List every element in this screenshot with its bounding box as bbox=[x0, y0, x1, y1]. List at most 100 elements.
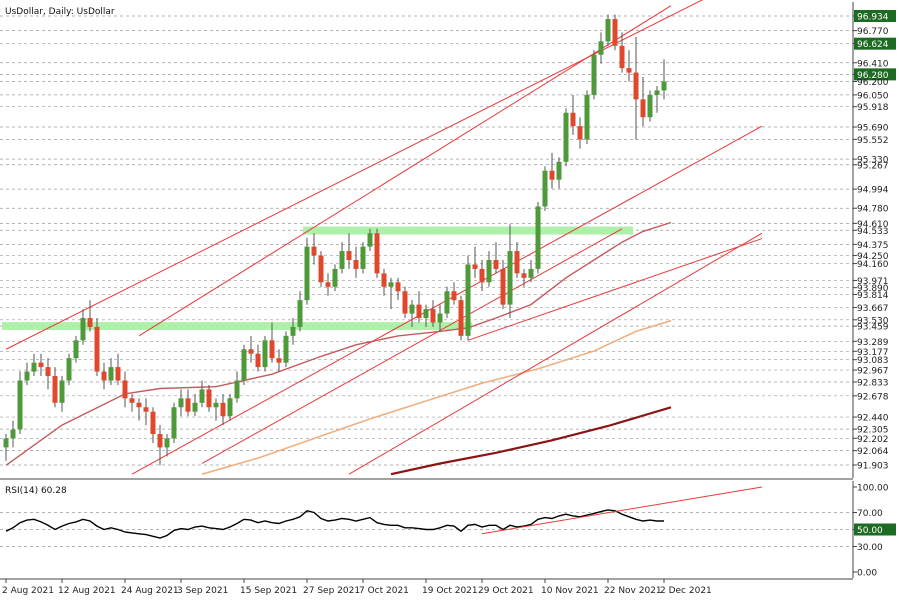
candle[interactable] bbox=[549, 152, 555, 189]
candle[interactable] bbox=[346, 233, 352, 269]
candle[interactable] bbox=[38, 353, 44, 377]
candle[interactable] bbox=[94, 318, 100, 377]
candle[interactable] bbox=[619, 32, 625, 73]
candle[interactable] bbox=[367, 228, 373, 252]
candle[interactable] bbox=[591, 50, 597, 100]
candle[interactable] bbox=[31, 353, 37, 377]
candle[interactable] bbox=[479, 260, 485, 292]
candle[interactable] bbox=[59, 376, 65, 412]
candle[interactable] bbox=[255, 344, 261, 372]
candle[interactable] bbox=[647, 90, 653, 122]
candle[interactable] bbox=[423, 304, 429, 327]
candle[interactable] bbox=[395, 277, 401, 301]
candle[interactable] bbox=[192, 393, 198, 417]
candle[interactable] bbox=[570, 94, 576, 136]
candle[interactable] bbox=[199, 380, 205, 408]
candle[interactable] bbox=[661, 59, 667, 100]
candle[interactable] bbox=[213, 398, 219, 421]
candle[interactable] bbox=[136, 398, 142, 421]
trend-line[interactable] bbox=[467, 238, 763, 341]
candle[interactable] bbox=[73, 335, 79, 363]
candle[interactable] bbox=[500, 260, 506, 310]
candle[interactable] bbox=[605, 14, 611, 46]
candle[interactable] bbox=[402, 286, 408, 319]
candle[interactable] bbox=[514, 242, 520, 278]
candle[interactable] bbox=[318, 251, 324, 287]
candle[interactable] bbox=[52, 367, 58, 408]
rsi-trend-line[interactable] bbox=[481, 486, 763, 535]
candle[interactable] bbox=[598, 32, 604, 64]
candle[interactable] bbox=[304, 237, 310, 305]
candle[interactable] bbox=[444, 286, 450, 319]
candle[interactable] bbox=[556, 157, 562, 189]
candle[interactable] bbox=[171, 402, 177, 443]
candle[interactable] bbox=[227, 393, 233, 421]
candle[interactable] bbox=[507, 224, 513, 319]
candle[interactable] bbox=[17, 371, 23, 435]
candle[interactable] bbox=[339, 242, 345, 274]
candle[interactable] bbox=[290, 318, 296, 345]
candle[interactable] bbox=[451, 282, 457, 305]
candle[interactable] bbox=[381, 268, 387, 296]
candle[interactable] bbox=[3, 434, 9, 461]
candle[interactable] bbox=[353, 246, 359, 278]
candle[interactable] bbox=[472, 246, 478, 278]
candle[interactable] bbox=[101, 362, 107, 390]
candle[interactable] bbox=[234, 371, 240, 403]
candle[interactable] bbox=[416, 291, 422, 323]
rsi-pane[interactable]: 100.00 70.00 50.00 30.00 0.00 RSI(14) 60.28 bbox=[0, 481, 896, 579]
candle[interactable] bbox=[409, 300, 415, 327]
candle[interactable] bbox=[206, 384, 212, 412]
candle[interactable] bbox=[122, 371, 128, 408]
candle[interactable] bbox=[374, 228, 380, 278]
candle[interactable] bbox=[325, 273, 331, 296]
candle[interactable] bbox=[115, 353, 121, 385]
trend-line[interactable] bbox=[201, 228, 623, 464]
candle[interactable] bbox=[633, 36, 639, 140]
candle[interactable] bbox=[612, 14, 618, 51]
candle[interactable] bbox=[241, 344, 247, 385]
candle[interactable] bbox=[458, 295, 464, 341]
candle[interactable] bbox=[220, 393, 226, 426]
candle[interactable] bbox=[626, 50, 632, 82]
candle[interactable] bbox=[430, 300, 436, 327]
candle[interactable] bbox=[185, 389, 191, 417]
candle[interactable] bbox=[521, 268, 527, 287]
candle[interactable] bbox=[360, 242, 366, 274]
candle[interactable] bbox=[577, 117, 583, 149]
candle[interactable] bbox=[129, 393, 135, 412]
candle[interactable] bbox=[563, 108, 569, 167]
candle[interactable] bbox=[248, 335, 254, 363]
candle[interactable] bbox=[108, 358, 114, 385]
candle[interactable] bbox=[262, 335, 268, 372]
candle[interactable] bbox=[178, 389, 184, 417]
candle[interactable] bbox=[66, 353, 72, 385]
trend-line[interactable] bbox=[138, 5, 672, 337]
candle[interactable] bbox=[542, 166, 548, 211]
candle[interactable] bbox=[157, 425, 163, 466]
candle[interactable] bbox=[528, 260, 534, 283]
candle[interactable] bbox=[654, 85, 660, 113]
candle[interactable] bbox=[584, 90, 590, 144]
candle[interactable] bbox=[311, 233, 317, 265]
candle[interactable] bbox=[10, 420, 16, 448]
trend-line[interactable] bbox=[348, 232, 763, 475]
candle[interactable] bbox=[150, 407, 156, 443]
candle[interactable] bbox=[143, 398, 149, 426]
candle[interactable] bbox=[535, 201, 541, 274]
candle[interactable] bbox=[297, 291, 303, 332]
candle[interactable] bbox=[269, 322, 275, 363]
candle[interactable] bbox=[465, 255, 471, 341]
candle[interactable] bbox=[640, 77, 646, 127]
candle[interactable] bbox=[87, 300, 93, 332]
candle[interactable] bbox=[486, 251, 492, 287]
candle[interactable] bbox=[332, 264, 338, 292]
candle[interactable] bbox=[164, 434, 170, 457]
candle[interactable] bbox=[388, 277, 394, 310]
candle[interactable] bbox=[80, 309, 86, 345]
candle[interactable] bbox=[276, 349, 282, 372]
candle[interactable] bbox=[45, 358, 51, 390]
candle[interactable] bbox=[283, 331, 289, 368]
candle[interactable] bbox=[24, 362, 30, 385]
